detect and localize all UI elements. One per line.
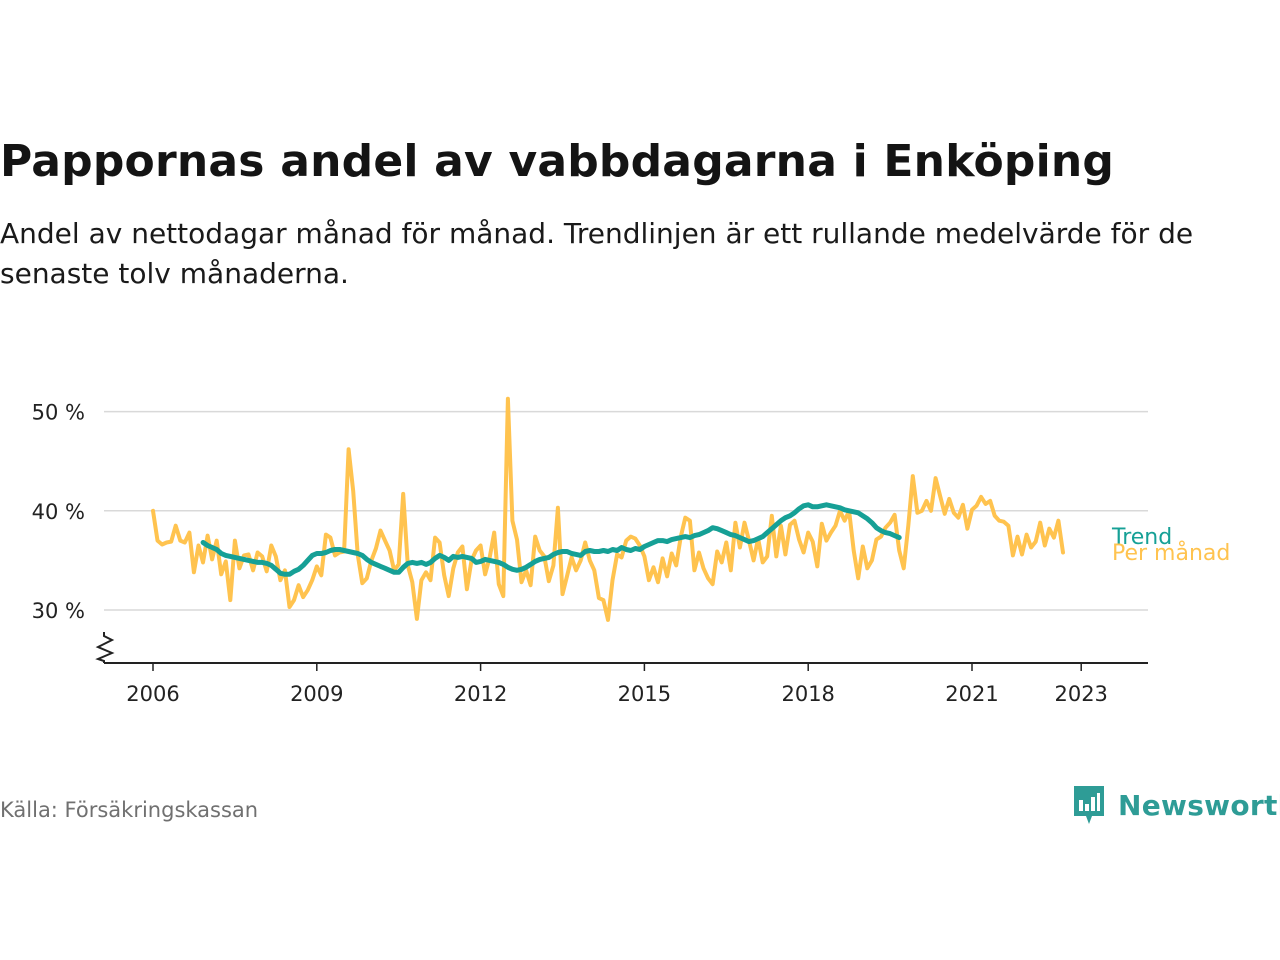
y-tick-label: 50 % (32, 401, 85, 425)
brand-name: Newsworthy (1118, 788, 1280, 822)
x-tick-label: 2018 (781, 682, 834, 706)
x-tick-label: 2009 (290, 682, 343, 706)
trend-line (200, 502, 902, 577)
series-lines (151, 396, 1065, 622)
legend: Trend Per månad (1111, 525, 1230, 566)
newsworthy-logo-icon (1074, 786, 1104, 824)
brand-logo: Newsworthy (1072, 784, 1280, 826)
x-tick-label: 2023 (1054, 682, 1107, 706)
x-axis: 2006 2009 2012 2015 2018 2021 2023 (95, 632, 1148, 706)
grid-lines (104, 410, 1148, 611)
monthly-line (151, 396, 1065, 622)
x-tick-label: 2021 (945, 682, 998, 706)
x-tick-label: 2012 (454, 682, 507, 706)
legend-trend-label: Trend (1111, 525, 1172, 550)
chart-subtitle: Andel av nettodagar månad för månad. Tre… (0, 217, 1194, 290)
legend-monthly-label: Per månad (1112, 540, 1230, 566)
source-note: Källa: Försäkringskassan (0, 798, 259, 822)
y-tick-label: 40 % (32, 500, 85, 524)
chart-title: Pappornas andel av vabbdagarna i Enköpin… (0, 136, 1115, 187)
y-axis-ticks: 30 % 40 % 50 % (32, 401, 85, 623)
x-tick-label: 2015 (618, 682, 671, 706)
axis-break-icon (95, 632, 115, 663)
x-tick-label: 2006 (126, 682, 179, 706)
y-tick-label: 30 % (32, 599, 85, 623)
